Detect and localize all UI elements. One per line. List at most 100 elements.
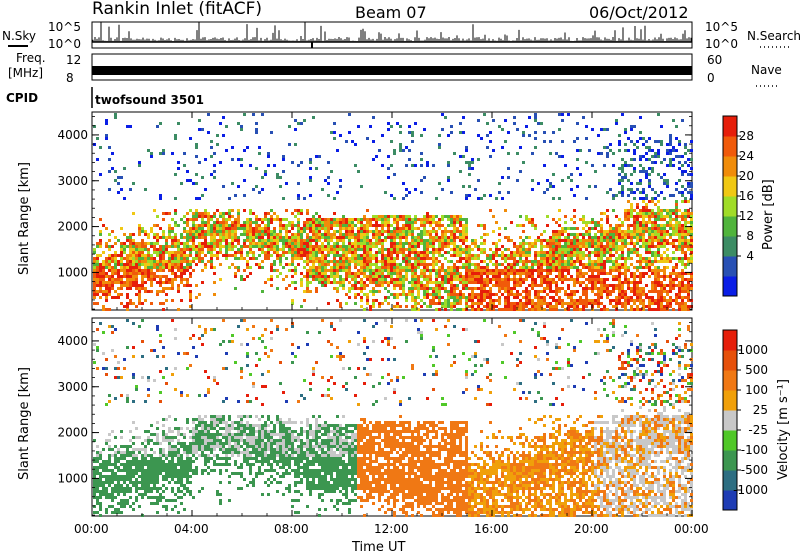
heatmap-cell — [660, 224, 663, 227]
heatmap-cell — [474, 188, 477, 191]
heatmap-cell — [567, 233, 570, 236]
heatmap-cell — [189, 245, 192, 248]
heatmap-cell — [474, 242, 477, 245]
heatmap-cell — [588, 299, 591, 302]
heatmap-cell — [123, 454, 126, 457]
heatmap-cell — [231, 224, 234, 227]
heatmap-cell — [123, 481, 126, 484]
heatmap-cell — [393, 284, 396, 287]
heatmap-cell — [165, 275, 168, 278]
heatmap-cell — [303, 239, 306, 242]
heatmap-cell — [408, 287, 411, 290]
heatmap-cell — [399, 251, 402, 254]
heatmap-cell — [303, 119, 306, 122]
heatmap-cell — [516, 293, 519, 296]
heatmap-cell — [417, 287, 420, 290]
heatmap-cell — [501, 293, 504, 296]
heatmap-cell — [411, 305, 414, 308]
heatmap-cell — [339, 278, 342, 281]
heatmap-cell — [465, 260, 468, 263]
heatmap-cell — [96, 284, 99, 287]
heatmap-cell — [516, 278, 519, 281]
heatmap-cell — [339, 185, 342, 188]
heatmap-cell — [405, 215, 408, 218]
heatmap-cell — [345, 257, 348, 260]
heatmap-cell — [651, 272, 654, 275]
heatmap-cell — [180, 242, 183, 245]
heatmap-cell — [516, 308, 519, 311]
heatmap-cell — [381, 218, 384, 221]
heatmap-cell — [462, 263, 465, 266]
heatmap-cell — [621, 290, 624, 293]
heatmap-cell — [372, 224, 375, 227]
heatmap-cell — [177, 161, 180, 164]
heatmap-cell — [690, 230, 693, 233]
heatmap-cell — [393, 251, 396, 254]
heatmap-cell — [504, 227, 507, 230]
heatmap-cell — [330, 233, 333, 236]
heatmap-cell — [525, 296, 528, 299]
heatmap-cell — [309, 176, 312, 179]
heatmap-cell — [585, 287, 588, 290]
heatmap-cell — [117, 367, 120, 370]
heatmap-cell — [684, 245, 687, 248]
heatmap-cell — [612, 299, 615, 302]
heatmap-cell — [138, 245, 141, 248]
heatmap-cell — [642, 215, 645, 218]
heatmap-cell — [447, 251, 450, 254]
heatmap-cell — [321, 218, 324, 221]
heatmap-cell — [174, 137, 177, 140]
heatmap-cell — [561, 239, 564, 242]
heatmap-cell — [558, 287, 561, 290]
heatmap-cell — [306, 287, 309, 290]
heatmap-cell — [285, 251, 288, 254]
heatmap-cell — [612, 242, 615, 245]
heatmap-cell — [654, 155, 657, 158]
heatmap-cell — [135, 269, 138, 272]
heatmap-cell — [150, 290, 153, 293]
heatmap-cell — [624, 242, 627, 245]
heatmap-cell — [645, 260, 648, 263]
heatmap-cell — [669, 305, 672, 308]
heatmap-cell — [435, 269, 438, 272]
heatmap-cell — [459, 155, 462, 158]
heatmap-cell — [333, 137, 336, 140]
heatmap-cell — [684, 254, 687, 257]
heatmap-cell — [450, 266, 453, 269]
heatmap-cell — [345, 218, 348, 221]
heatmap-cell — [690, 245, 693, 248]
heatmap-cell — [96, 445, 99, 448]
heatmap-cell — [219, 224, 222, 227]
heatmap-cell — [462, 185, 465, 188]
heatmap-cell — [429, 293, 432, 296]
heatmap-cell — [573, 215, 576, 218]
heatmap-cell — [528, 236, 531, 239]
heatmap-cell — [558, 299, 561, 302]
heatmap-cell — [570, 293, 573, 296]
heatmap-cell — [120, 227, 123, 230]
heatmap-cell — [120, 457, 123, 460]
heatmap-cell — [417, 293, 420, 296]
heatmap-cell — [420, 287, 423, 290]
heatmap-cell — [291, 245, 294, 248]
heatmap-cell — [627, 230, 630, 233]
heatmap-cell — [384, 248, 387, 251]
heatmap-cell — [318, 269, 321, 272]
heatmap-cell — [438, 143, 441, 146]
heatmap-cell — [324, 230, 327, 233]
heatmap-cell — [588, 257, 591, 260]
heatmap-cell — [96, 293, 99, 296]
heatmap-cell — [132, 245, 135, 248]
heatmap-cell — [279, 248, 282, 251]
heatmap-cell — [318, 155, 321, 158]
heatmap-cell — [390, 194, 393, 197]
heatmap-cell — [681, 245, 684, 248]
heatmap-cell — [489, 299, 492, 302]
heatmap-cell — [126, 260, 129, 263]
heatmap-cell — [684, 233, 687, 236]
heatmap-cell — [555, 284, 558, 287]
heatmap-cell — [441, 302, 444, 305]
heatmap-cell — [630, 308, 633, 311]
heatmap-cell — [558, 209, 561, 212]
heatmap-cell — [543, 290, 546, 293]
